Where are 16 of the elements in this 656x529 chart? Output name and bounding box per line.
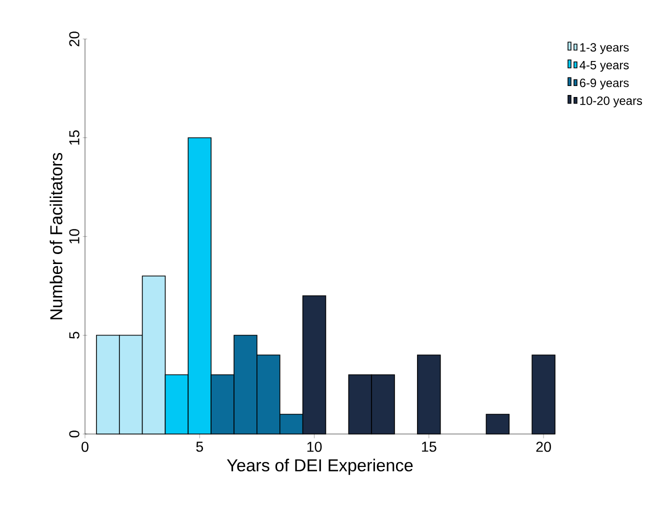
legend-label: 6-9 years (580, 78, 629, 90)
y-tick-label: 5 (69, 332, 80, 339)
x-axis-title: Years of DEI Experience (226, 458, 413, 475)
y-tick-label: 0 (69, 430, 80, 438)
y-tick-label: 10 (69, 229, 80, 244)
x-tick-label: 20 (536, 442, 551, 452)
y-axis-title: Number of Facilitators (50, 152, 62, 320)
legend-label: 1-3 years (580, 43, 629, 54)
x-tick-label: 15 (422, 442, 436, 452)
y-tick-label: 20 (69, 32, 80, 46)
x-tick-label: 0 (82, 442, 88, 452)
x-tick-label: 10 (307, 442, 322, 452)
x-tick-label: 5 (196, 442, 204, 452)
legend-label: 4-5 years (580, 60, 629, 72)
y-tick-label: 15 (69, 130, 80, 145)
legend-label: 10-20 years (580, 96, 642, 108)
